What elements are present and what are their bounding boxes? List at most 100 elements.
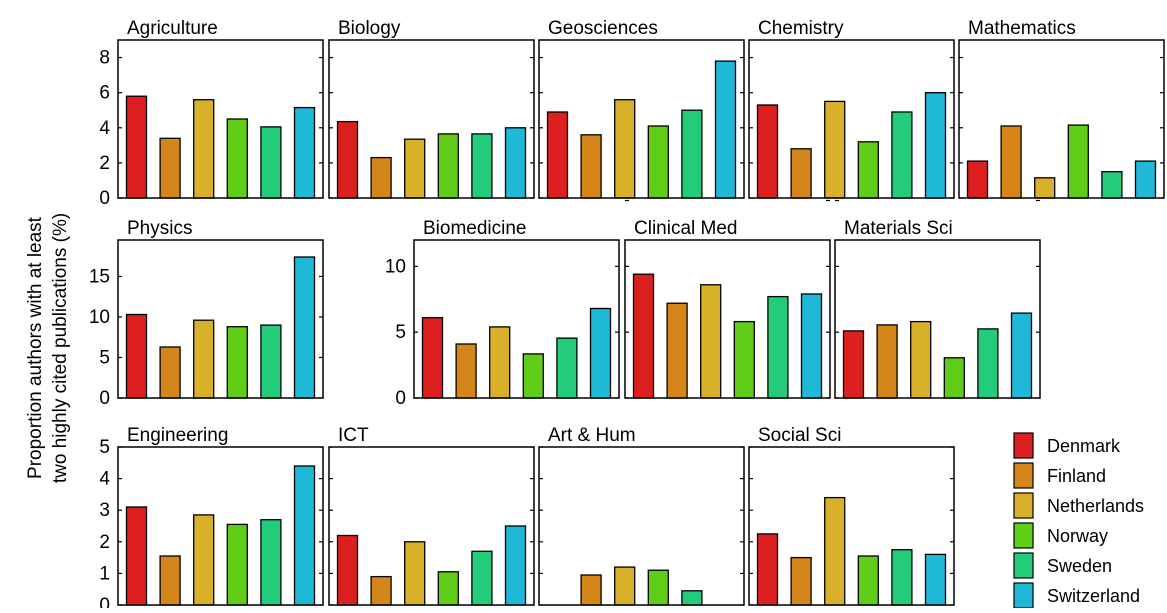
y-axis-label-line2: two highly cited publications (%) <box>50 213 71 483</box>
ytick-label-agriculture: 2 <box>99 153 110 174</box>
panel-title-physics: Physics <box>127 218 192 239</box>
bar-geosciences-netherlands <box>614 99 636 199</box>
bar-geosciences-sweden <box>681 109 703 199</box>
panel-frame-social-sci <box>748 446 955 606</box>
legend-item-switzerland: Switzerland <box>1013 582 1140 609</box>
bar-chemistry-sweden <box>891 111 913 199</box>
bar-ict-sweden <box>471 550 493 606</box>
bar-engineering-netherlands <box>193 514 215 606</box>
panel-frame-agriculture <box>117 39 324 199</box>
ytick-label-engineering: 5 <box>99 437 110 458</box>
ytick-label-agriculture: 8 <box>99 48 110 69</box>
legend-swatch-netherlands <box>1013 492 1034 519</box>
bar-chemistry-norway <box>857 141 879 199</box>
bar-ict-netherlands <box>404 541 426 606</box>
panel-title-agriculture: Agriculture <box>127 18 218 39</box>
bar-ict-switzerland <box>504 525 527 606</box>
panel-biomedicine: Biomedicine 0 5 10 <box>385 218 620 409</box>
bar-chemistry-switzerland <box>924 92 947 199</box>
bar-art-hum-norway <box>647 569 669 606</box>
legend-swatch-switzerland <box>1013 582 1034 609</box>
bar-biomedicine-finland <box>455 343 477 399</box>
bar-engineering-sweden <box>260 519 282 606</box>
bar-biology-netherlands <box>404 138 426 199</box>
panel-title-biology: Biology <box>338 18 401 39</box>
bar-materials-sci-finland <box>876 324 898 399</box>
legend-swatch-finland <box>1013 462 1034 489</box>
panel-title-materials-sci: Materials Sci <box>844 218 953 239</box>
bar-biology-switzerland <box>504 127 527 199</box>
bar-agriculture-denmark <box>125 95 148 199</box>
bar-engineering-finland <box>159 555 181 606</box>
bar-ict-denmark <box>336 534 359 606</box>
bar-geosciences-switzerland <box>714 60 737 199</box>
panel-social-sci: Social Sci <box>748 425 955 606</box>
panel-clinical-med: Clinical Med <box>624 199 831 399</box>
bar-biology-sweden <box>471 133 493 199</box>
bar-mathematics-sweden <box>1101 171 1123 199</box>
panel-art-hum: Art & Hum <box>538 425 745 606</box>
legend-item-finland: Finland <box>1013 462 1106 489</box>
bar-geosciences-denmark <box>546 111 569 199</box>
ytick-label-physics: 10 <box>89 307 110 328</box>
ytick-label-engineering: 1 <box>99 563 110 584</box>
bar-clinical-med-sweden <box>767 295 789 399</box>
bar-chemistry-netherlands <box>824 100 846 199</box>
ytick-label-engineering: 0 <box>99 595 110 608</box>
bar-materials-sci-sweden <box>977 328 999 399</box>
bar-engineering-switzerland <box>293 465 316 606</box>
bar-physics-switzerland <box>293 256 316 399</box>
bar-art-hum-netherlands <box>614 566 636 606</box>
panel-title-social-sci: Social Sci <box>758 425 841 446</box>
legend-label-denmark: Denmark <box>1047 436 1121 456</box>
bar-biomedicine-switzerland <box>589 307 612 399</box>
panel-frame-clinical-med <box>624 239 831 399</box>
bar-biomedicine-sweden <box>556 337 578 399</box>
ytick-label-biomedicine: 10 <box>385 256 406 277</box>
ytick-label-physics: 0 <box>99 388 110 409</box>
legend-item-sweden: Sweden <box>1013 552 1112 579</box>
panel-frame-geosciences <box>538 39 745 199</box>
panel-title-mathematics: Mathematics <box>968 18 1076 39</box>
ytick-label-physics: 15 <box>89 266 110 287</box>
bar-mathematics-netherlands <box>1034 177 1056 199</box>
bar-biomedicine-denmark <box>421 317 444 399</box>
panel-frame-physics <box>117 239 324 399</box>
bar-biology-finland <box>370 156 392 199</box>
ytick-label-physics: 5 <box>99 347 110 368</box>
panel-title-engineering: Engineering <box>127 425 228 446</box>
bar-geosciences-norway <box>647 125 669 199</box>
bar-ict-norway <box>437 571 459 606</box>
legend-label-sweden: Sweden <box>1047 556 1112 576</box>
bar-engineering-norway <box>226 523 248 606</box>
ytick-label-biomedicine: 0 <box>395 388 406 409</box>
bar-chemistry-finland <box>790 148 812 199</box>
ytick-label-biomedicine: 5 <box>395 322 406 343</box>
bar-social-sci-switzerland <box>924 553 947 606</box>
bar-agriculture-finland <box>159 137 181 199</box>
legend-item-netherlands: Netherlands <box>1013 492 1144 519</box>
bar-clinical-med-netherlands <box>700 284 722 399</box>
bar-agriculture-sweden <box>260 126 282 199</box>
y-axis-label-line1: Proportion authors with at least <box>25 216 46 479</box>
bar-biomedicine-netherlands <box>489 326 511 399</box>
panel-biology: Biology <box>328 18 535 199</box>
legend-item-norway: Norway <box>1013 522 1108 549</box>
panel-mathematics: Mathematics <box>958 18 1165 199</box>
panel-frame-art-hum <box>538 446 745 606</box>
bar-agriculture-switzerland <box>293 106 316 199</box>
bar-geosciences-finland <box>580 134 602 199</box>
bar-materials-sci-norway <box>943 357 965 399</box>
panel-title-chemistry: Chemistry <box>758 18 844 39</box>
bar-mathematics-norway <box>1067 124 1089 199</box>
legend: Denmark Finland Netherlands Norway Sweden Swi… <box>1013 432 1144 609</box>
bar-social-sci-finland <box>790 556 812 606</box>
bar-agriculture-netherlands <box>193 99 215 199</box>
bar-biomedicine-norway <box>522 353 544 399</box>
panel-frame-biology <box>328 39 535 199</box>
legend-item-denmark: Denmark <box>1013 432 1121 459</box>
panel-frame-chemistry <box>748 39 955 199</box>
bar-social-sci-denmark <box>756 533 779 606</box>
panel-title-clinical-med: Clinical Med <box>634 218 737 239</box>
bar-mathematics-switzerland <box>1134 160 1157 199</box>
